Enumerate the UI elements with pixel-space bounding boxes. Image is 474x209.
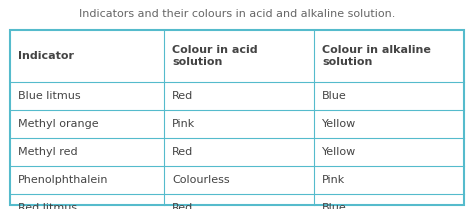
Text: Phenolphthalein: Phenolphthalein	[18, 175, 109, 185]
Text: Indicator: Indicator	[18, 51, 74, 61]
Text: Colour in alkaline
solution: Colour in alkaline solution	[322, 45, 431, 67]
Text: Methyl red: Methyl red	[18, 147, 78, 157]
Text: Pink: Pink	[173, 119, 196, 129]
Text: Red: Red	[173, 91, 193, 101]
Text: Red: Red	[173, 203, 193, 209]
Text: Pink: Pink	[322, 175, 346, 185]
Text: Colourless: Colourless	[173, 175, 230, 185]
Text: Red litmus: Red litmus	[18, 203, 77, 209]
Text: Blue litmus: Blue litmus	[18, 91, 81, 101]
Text: Blue: Blue	[322, 203, 347, 209]
Text: Colour in acid
solution: Colour in acid solution	[173, 45, 258, 67]
Text: Yellow: Yellow	[322, 119, 356, 129]
Text: Methyl orange: Methyl orange	[18, 119, 99, 129]
Text: Yellow: Yellow	[322, 147, 356, 157]
Text: Red: Red	[173, 147, 193, 157]
Text: Blue: Blue	[322, 91, 347, 101]
Text: Indicators and their colours in acid and alkaline solution.: Indicators and their colours in acid and…	[79, 9, 395, 19]
